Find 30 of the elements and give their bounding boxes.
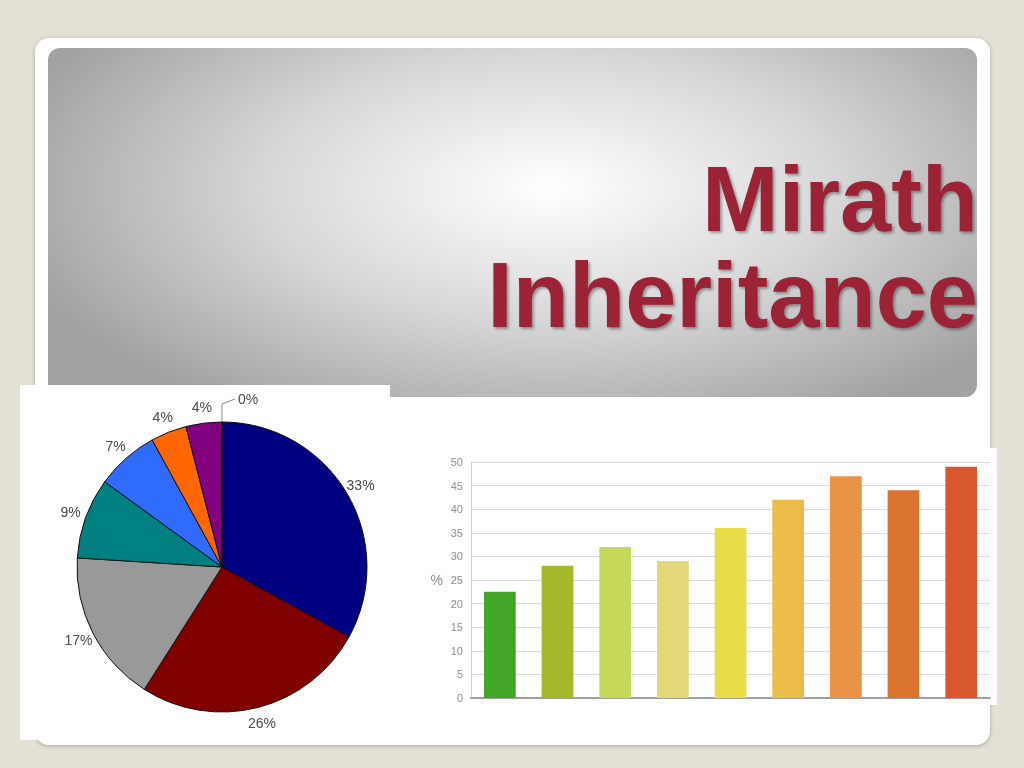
y-tick-label: 5 [456,668,463,681]
bar [483,591,516,698]
bar [945,466,978,698]
bar [887,490,920,698]
y-tick-label: 45 [450,479,463,492]
y-tick-label: 20 [450,597,463,610]
bar [714,528,747,698]
y-tick-label: 25 [450,574,463,586]
y-tick-label: 0 [456,692,463,704]
y-tick-label: 15 [450,621,463,634]
data-label: 17% [64,632,93,649]
bar [829,476,862,698]
bar [772,499,805,698]
y-tick-label: 35 [450,526,463,539]
y-tick-label: 10 [450,644,463,657]
data-label: 7% [105,438,126,455]
data-label: 33% [346,477,375,494]
bar [599,546,632,698]
y-axis-title: % [430,572,443,588]
y-tick-label: 30 [450,550,463,563]
text: Mirath Inheritance [486,148,978,346]
data-label: 4% [191,399,212,416]
bar [541,565,574,698]
data-label: 4% [152,409,173,426]
data-label: 26% [248,714,277,731]
y-tick-label: 40 [450,503,463,516]
data-label: 9% [60,504,81,521]
bar [656,561,689,698]
text: 0% [238,391,259,407]
y-tick-label: 50 [450,456,463,468]
